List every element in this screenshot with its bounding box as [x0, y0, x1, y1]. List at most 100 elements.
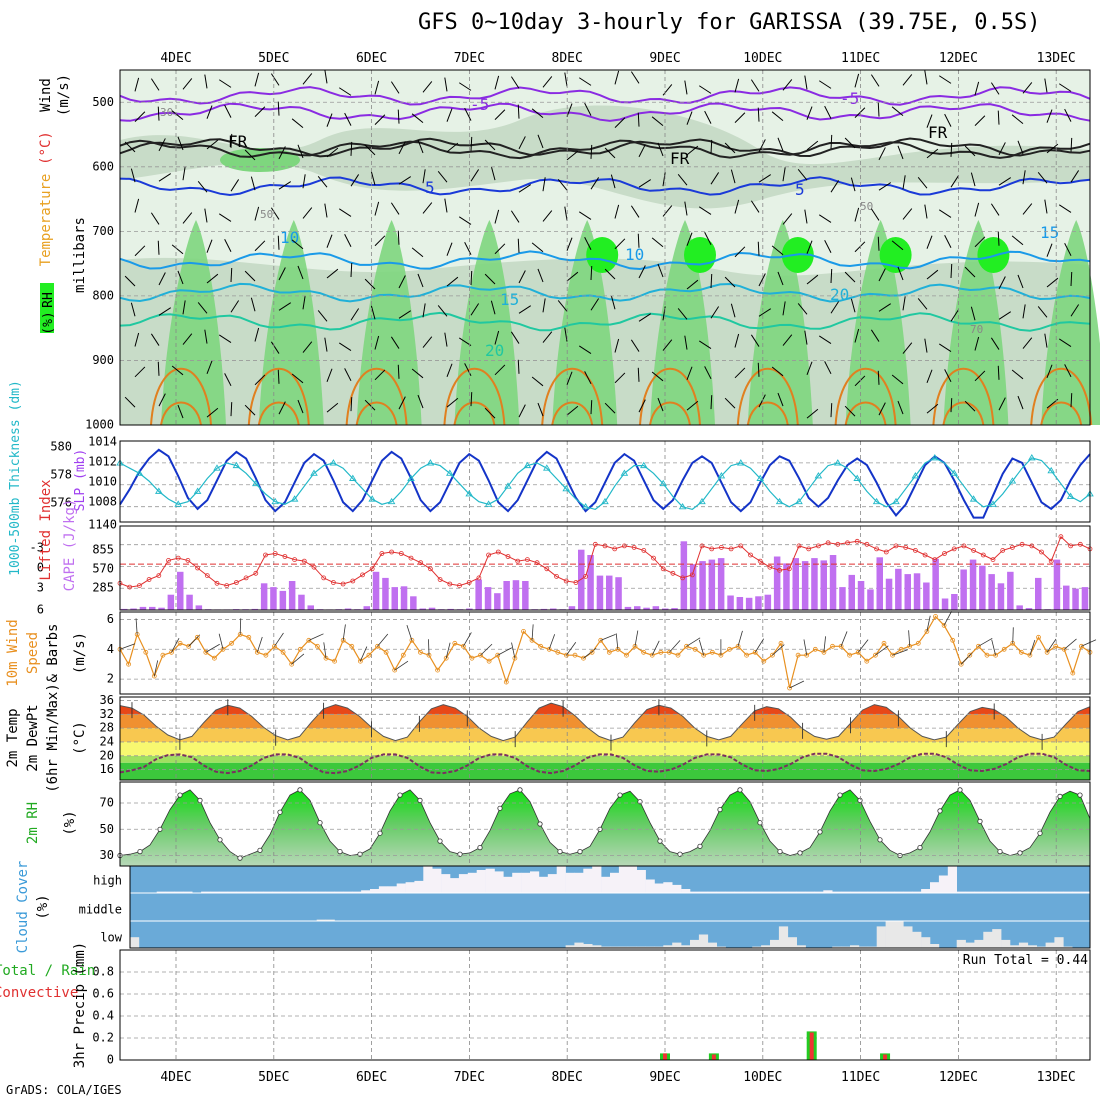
lifted-index-marker: [505, 554, 511, 559]
wind-barb: [157, 106, 160, 121]
cloud-fraction-bar: [752, 946, 762, 948]
wind-speed-marker: [194, 634, 200, 640]
wind-speed-marker: [538, 643, 543, 649]
lifted-index-marker: [263, 552, 268, 558]
wind-barb: [584, 102, 592, 116]
isotherm-label: 10: [625, 245, 644, 264]
rh-legend-swatch: [40, 283, 54, 333]
thickness-marker: [329, 459, 338, 466]
isotherm-label: FR: [228, 132, 248, 151]
wind-barb: [614, 238, 626, 250]
wind-barb: [637, 367, 640, 382]
wind-barb: [302, 341, 313, 353]
wind-barb: [411, 368, 424, 379]
lifted-index-marker: [980, 552, 986, 558]
wind-speed-marker: [417, 649, 423, 655]
lifted-index-marker: [563, 578, 569, 584]
wind-barb: [578, 345, 592, 354]
thickness-marker: [892, 497, 900, 505]
lifted-index-marker: [622, 543, 627, 549]
wind-barb: [1037, 306, 1048, 318]
wind-barb: [134, 366, 146, 378]
wind-barb: [326, 402, 339, 413]
lifted-index-marker: [340, 581, 346, 587]
wind-speed-marker: [263, 652, 269, 658]
axis-label-wind: Wind: [38, 78, 54, 112]
wind-barb: [124, 396, 136, 408]
wind-barb: [854, 73, 860, 88]
precip-convective-bar: [663, 1053, 667, 1060]
wind-barb: [350, 174, 360, 187]
wind-barb: [171, 244, 184, 255]
wind-speed-marker: [169, 649, 174, 655]
wind-barb: [326, 368, 333, 382]
wind-barb: [254, 374, 266, 386]
rh2m-marker: [937, 808, 943, 814]
wind-barb: [651, 237, 664, 248]
wind-barb: [158, 173, 172, 182]
axis-label-thickness: 1000-500mb Thickness (dm): [8, 380, 23, 576]
axis-label-minmax: (6hr Min/Max): [45, 683, 61, 793]
wind-barb: [1044, 78, 1048, 93]
cape-bar: [121, 608, 128, 610]
wind-barb: [422, 81, 433, 93]
wind-barb: [398, 396, 406, 410]
cloud-frame: [129, 865, 1091, 949]
wind-barb: [771, 366, 784, 377]
cloud-fraction-bar: [556, 866, 566, 893]
wind-barb: [710, 139, 713, 154]
rh2m-marker: [557, 848, 563, 855]
cloud-fraction-bar: [814, 891, 824, 893]
wind-barb: [291, 118, 304, 129]
wind-barb: [902, 208, 913, 220]
lifted-index-marker: [534, 560, 540, 566]
rh2m-marker: [697, 843, 703, 849]
axis-label-cloud-units: (%): [35, 894, 51, 919]
thickness-marker: [1047, 466, 1055, 474]
wind-barb: [998, 276, 1006, 290]
rh2m-marker: [617, 792, 623, 798]
wind-barb: [824, 240, 832, 253]
lifted-index-marker: [573, 580, 579, 585]
wind-barb: [878, 402, 886, 416]
wind-speed-marker: [478, 652, 483, 658]
wind-barb: [278, 267, 286, 281]
wind-speed-marker: [778, 640, 784, 646]
wind-speed-marker: [1001, 646, 1007, 652]
cloud-fraction-bar: [165, 891, 175, 893]
cloud-fraction-bar: [770, 939, 780, 948]
lifted-index-marker: [990, 557, 996, 562]
wind-barb-10m: [857, 639, 869, 653]
isotherm-warm: [932, 367, 995, 426]
cloud-fraction-bar: [930, 944, 940, 948]
lifted-index-marker: [971, 548, 976, 553]
cape-bar: [139, 606, 147, 610]
wind-barb: [950, 263, 953, 279]
lifted-index-marker: [1039, 549, 1044, 555]
axis-label-slp: SLP (mb): [73, 449, 88, 512]
wind-barb: [278, 401, 286, 415]
cape-bar: [279, 590, 287, 610]
wind-barb: [610, 174, 616, 189]
wind-speed-marker: [838, 643, 844, 649]
thickness-marker: [523, 461, 532, 469]
lifted-index-marker: [185, 558, 191, 563]
cape-bar: [419, 608, 426, 610]
cape-bar: [885, 578, 893, 610]
wind-barb: [782, 79, 793, 91]
wind-speed-marker: [941, 623, 947, 628]
lifted-index-marker: [728, 546, 734, 552]
cloud-fraction-bar: [885, 891, 895, 893]
wind-barb: [877, 236, 880, 251]
lifted-index-marker: [350, 578, 356, 584]
rh2m-marker: [177, 792, 183, 798]
wind-speed-marker: [555, 649, 561, 655]
wind-barb: [417, 273, 424, 288]
wind-speed-marker: [830, 643, 835, 649]
cloud-fraction-bar: [414, 880, 424, 894]
wind-barb: [422, 202, 433, 214]
wind-barb: [614, 117, 626, 128]
cape-bar: [1081, 587, 1089, 610]
tick-label: 0: [37, 561, 44, 575]
wind-barb: [902, 296, 906, 311]
